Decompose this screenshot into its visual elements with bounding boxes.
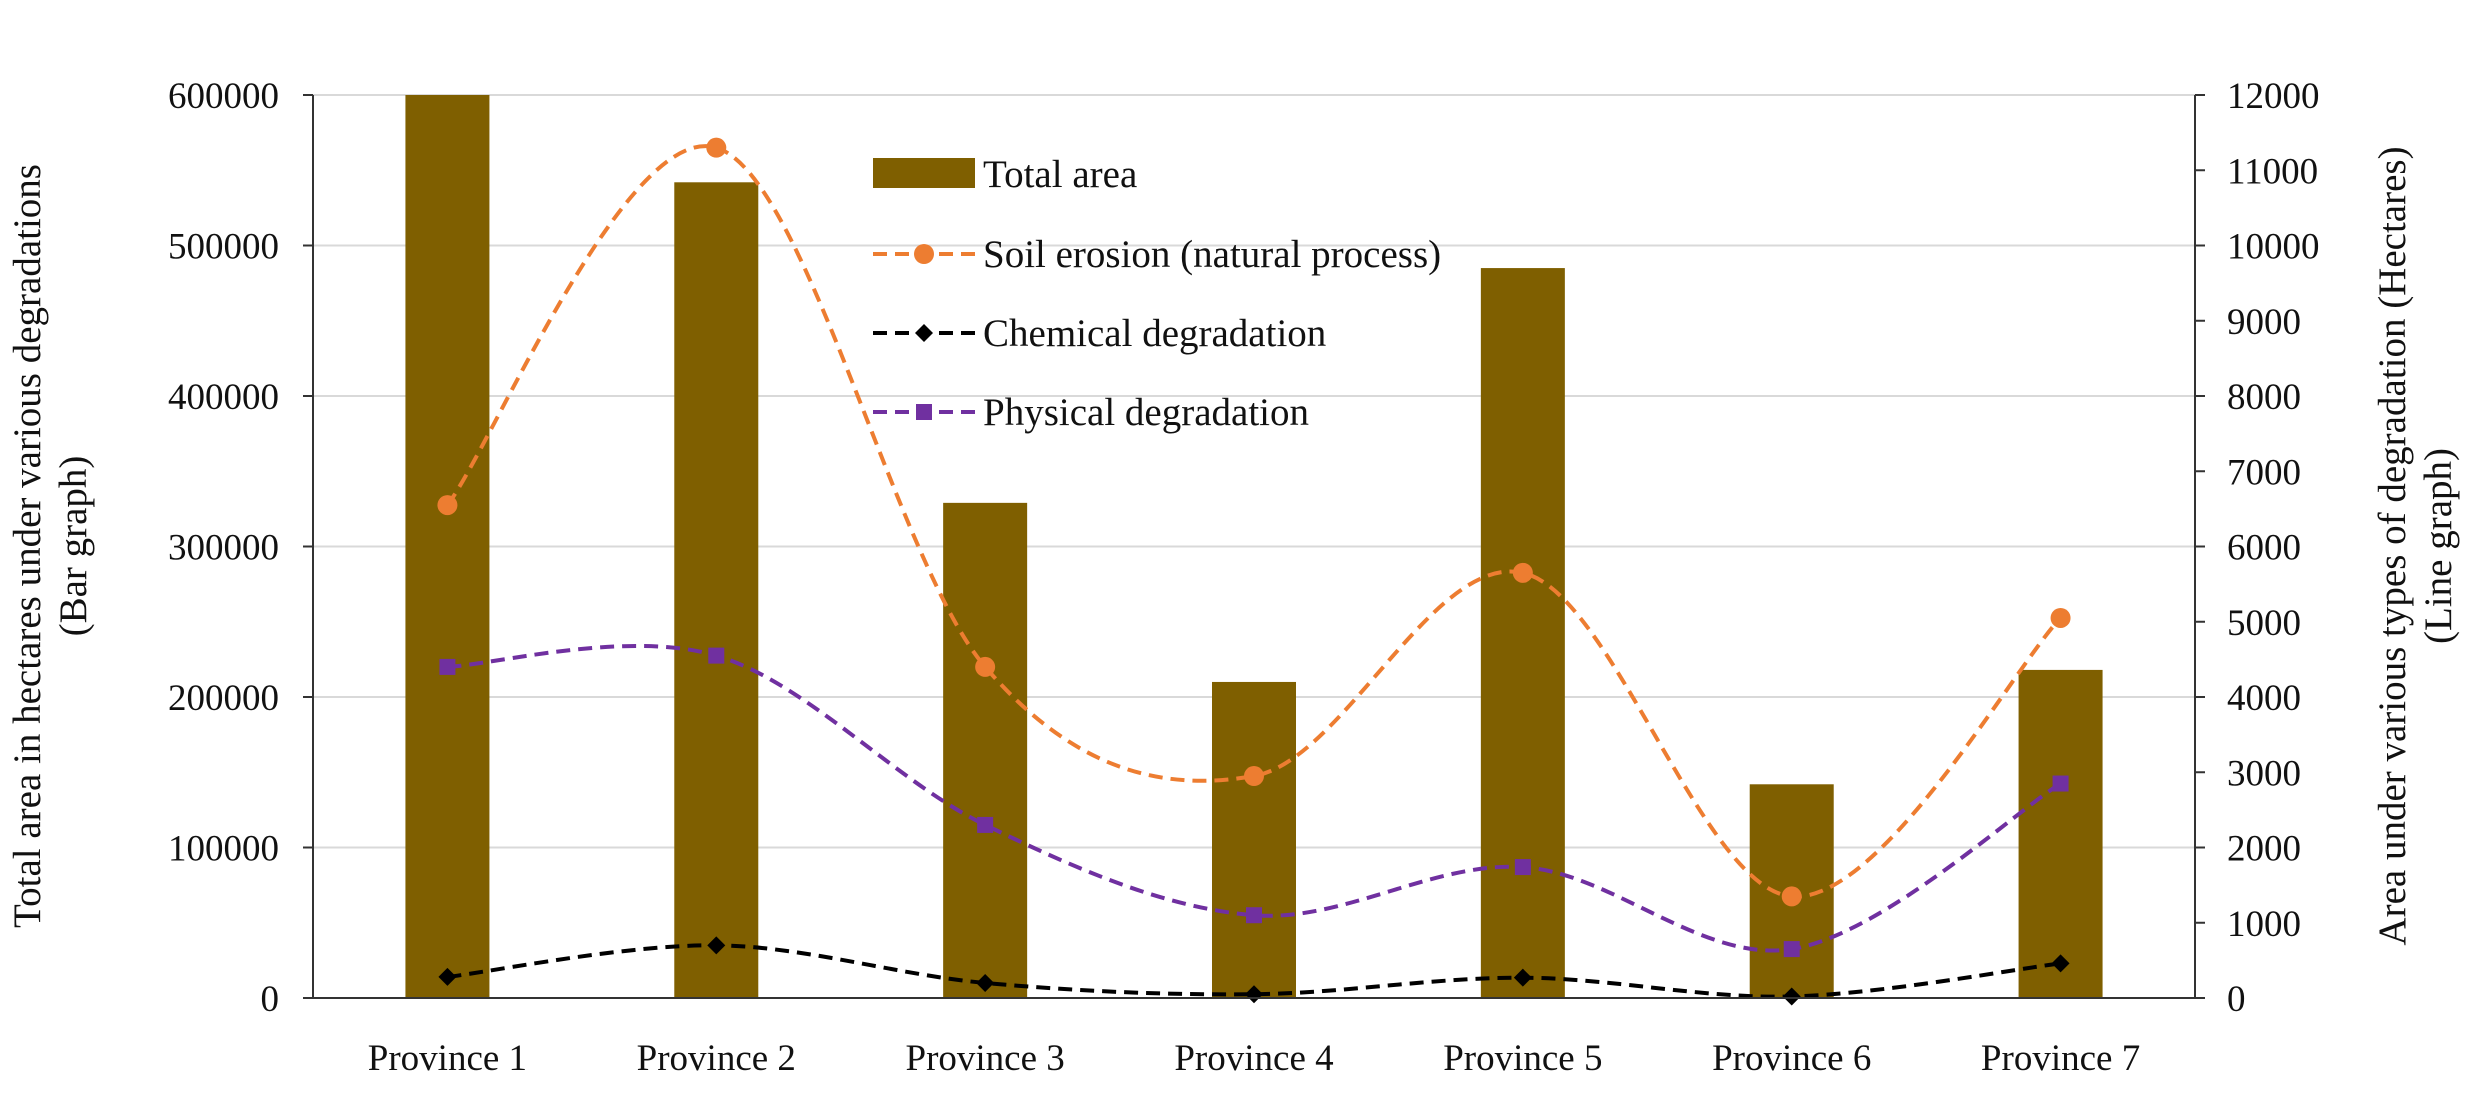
point-soil-erosion-province-7 [2050,607,2071,628]
x-tick-label: Province 7 [1981,1038,2140,1079]
point-soil-erosion-province-6 [1781,886,1802,907]
right-tick-label: 4000 [2227,678,2301,719]
legend-marker-soil-erosion [914,244,934,264]
right-tick-label: 1000 [2227,904,2301,945]
right-tick-label: 5000 [2227,603,2301,644]
left-tick-label: 0 [261,979,280,1020]
left-tick-label: 300000 [168,528,279,569]
x-tick-label: Province 1 [368,1038,527,1079]
right-tick-label: 6000 [2227,528,2301,569]
right-tick-label: 10000 [2227,227,2320,268]
legend-label-chemical-degradation: Chemical degradation [983,312,1326,355]
point-physical-degradation-province-4 [1246,907,1262,924]
left-tick-label: 400000 [168,377,279,418]
legend-item-chemical-degradation: Chemical degradation [873,312,1326,355]
point-physical-degradation-province-2 [708,647,725,664]
right-tick-label: 8000 [2227,377,2301,418]
right-tick-label: 12000 [2227,76,2320,117]
legend-marker-chemical-degradation [915,324,933,342]
legend-label-physical-degradation: Physical degradation [983,391,1309,434]
point-physical-degradation-province-3 [977,816,994,833]
bar-province-5 [1480,268,1565,998]
left-tick-label: 100000 [168,829,279,870]
bar-province-4 [1212,681,1296,998]
right-tick-label: 3000 [2227,753,2301,794]
left-axis-title-line2: (Bar graph) [52,456,95,637]
point-chemical-degradation-province-5 [1513,968,1532,987]
point-soil-erosion-province-4 [1244,766,1264,787]
x-tick-label: Province 2 [637,1038,796,1079]
right-tick-label: 7000 [2227,452,2301,493]
right-tick-label: 11000 [2227,151,2318,192]
right-tick-label: 9000 [2227,302,2301,343]
legend-label-total-area: Total area [983,153,1137,196]
x-tick-label: Province 6 [1712,1038,1871,1079]
point-soil-erosion-province-5 [1512,562,1533,583]
x-tick-label: Province 5 [1443,1038,1602,1079]
left-tick-label: 200000 [168,678,279,719]
left-tick-label: 600000 [168,76,279,117]
left-axis-title-line1: Total area in hectares under various deg… [6,164,49,928]
line-series [437,137,2071,1006]
point-chemical-degradation-province-6 [1782,987,1801,1006]
point-chemical-degradation-province-2 [707,936,726,955]
legend-marker-physical-degradation [916,404,932,420]
x-tick-label: Province 3 [906,1038,1065,1079]
point-chemical-degradation-province-1 [438,967,457,986]
point-physical-degradation-province-7 [2052,775,2069,792]
legend-label-soil-erosion: Soil erosion (natural process) [983,233,1441,276]
point-chemical-degradation-province-7 [2051,954,2070,973]
bar-province-3 [943,502,1028,998]
bar-province-7 [2018,669,2103,998]
point-soil-erosion-province-3 [975,656,996,677]
legend-item-physical-degradation: Physical degradation [873,391,1309,434]
x-tick-label: Province 4 [1174,1038,1333,1079]
legend-swatch-total-area [873,158,975,188]
bar-province-2 [674,182,759,999]
legend-item-total-area: Total area [873,153,1137,196]
point-soil-erosion-province-2 [706,137,727,158]
right-axis-title-line2: (Line graph) [2417,448,2460,644]
right-axis-title-line1: Area under various types of degradation … [2371,146,2414,945]
right-tick-label: 2000 [2227,829,2301,870]
bar-province-1 [405,95,490,998]
point-physical-degradation-province-1 [439,658,456,675]
point-physical-degradation-province-5 [1514,859,1531,876]
left-tick-label: 500000 [168,227,279,268]
legend-item-soil-erosion: Soil erosion (natural process) [873,233,1441,276]
tick-labels: 0 100000 200000 300000 400000 500000 600000 0 10… [168,76,2320,1079]
right-tick-label: 0 [2227,979,2246,1020]
point-physical-degradation-province-6 [1783,941,1800,958]
point-soil-erosion-province-1 [437,495,458,516]
point-chemical-degradation-province-3 [976,973,995,992]
bar-series-total-area [405,95,2103,999]
legend: Total area Soil erosion (natural process… [873,153,1441,434]
